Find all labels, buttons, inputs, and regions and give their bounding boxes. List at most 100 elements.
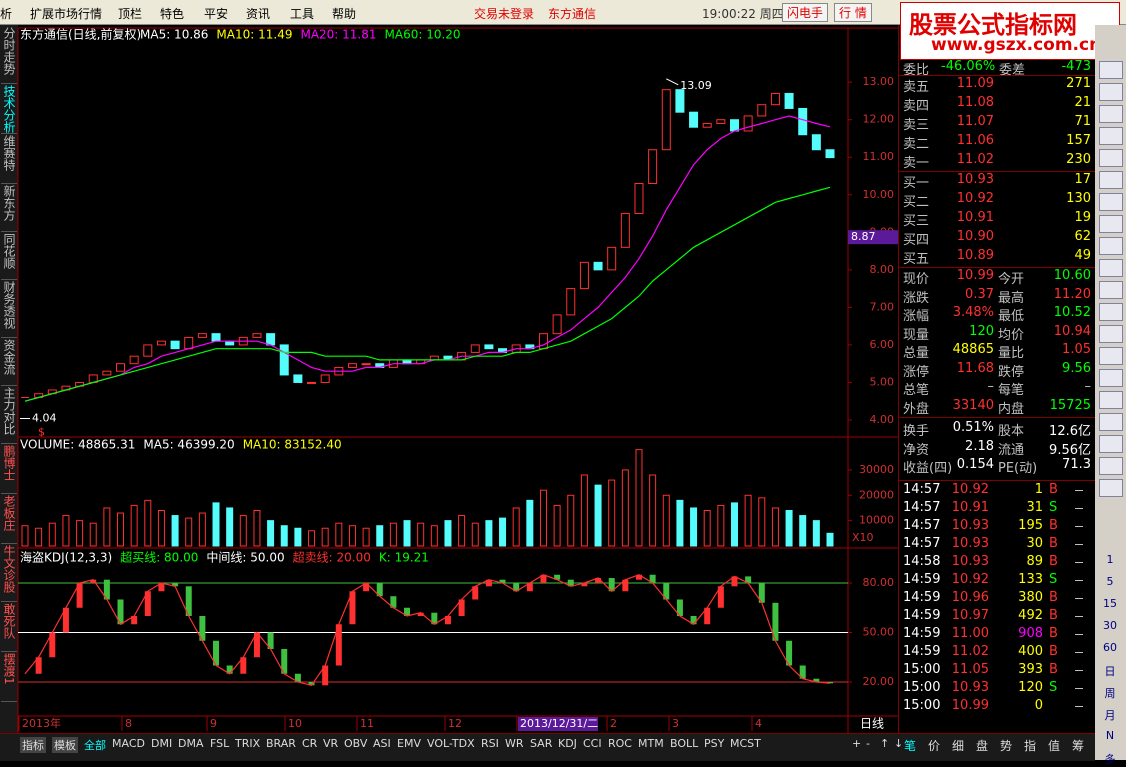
- indicator-tab[interactable]: ROC: [608, 737, 632, 750]
- panel-tab[interactable]: 势: [1000, 739, 1013, 753]
- indicator-tab[interactable]: DMI: [151, 737, 173, 750]
- side-tab[interactable]: 财务透视: [1, 281, 17, 338]
- indicator-tab[interactable]: CR: [302, 737, 318, 750]
- menu-item[interactable]: 资讯: [246, 7, 271, 21]
- menu-item[interactable]: 析: [0, 7, 13, 21]
- period-button[interactable]: 30: [1103, 619, 1117, 632]
- indicator-tab[interactable]: FSL: [210, 737, 230, 750]
- menu-item[interactable]: 顶栏: [118, 7, 143, 21]
- panel-tab[interactable]: 笔: [904, 739, 917, 753]
- menu-item[interactable]: 平安: [204, 7, 229, 21]
- stat-label: 每笔: [998, 383, 1025, 398]
- indicator-tab[interactable]: OBV: [344, 737, 368, 750]
- zoom-button[interactable]: ↓: [894, 737, 904, 750]
- side-tab[interactable]: 主力对比: [1, 387, 17, 444]
- side-tab[interactable]: 技术分析: [1, 85, 17, 134]
- panel-tab[interactable]: 筹: [1072, 739, 1085, 753]
- panel-tab[interactable]: 盘: [976, 739, 989, 753]
- indicator-tab[interactable]: RSI: [481, 737, 499, 750]
- tool-icon[interactable]: [1099, 391, 1123, 409]
- tool-icon[interactable]: [1099, 369, 1123, 387]
- period-button[interactable]: 1: [1106, 553, 1114, 566]
- tool-icon[interactable]: [1099, 259, 1123, 277]
- zoom-button[interactable]: -: [866, 737, 870, 750]
- indicator-tab[interactable]: BRAR: [266, 737, 296, 750]
- tick-side: B: [1049, 644, 1058, 659]
- status-text: 交易未登录: [474, 7, 535, 21]
- volume-bar: [785, 509, 793, 547]
- side-tab[interactable]: 分时走势: [1, 27, 17, 84]
- side-tab[interactable]: 资金流: [1, 339, 17, 386]
- indicator-tab[interactable]: EMV: [397, 737, 421, 750]
- zoom-button[interactable]: ↑: [880, 737, 890, 750]
- indicator-tab[interactable]: MCST: [730, 737, 761, 750]
- k-bar: [595, 578, 602, 583]
- period-button[interactable]: 60: [1103, 641, 1117, 654]
- tool-icon[interactable]: [1099, 127, 1123, 145]
- indicator-tab[interactable]: TRIX: [235, 737, 261, 750]
- tool-icon[interactable]: [1099, 83, 1123, 101]
- indicator-tab[interactable]: WR: [505, 737, 524, 750]
- menu-button[interactable]: 闪电手: [782, 3, 829, 22]
- period-button[interactable]: 5: [1106, 575, 1114, 588]
- period-button[interactable]: 日: [1104, 665, 1116, 678]
- y-tick-label: 10000: [859, 514, 894, 527]
- side-tab[interactable]: 牛文诊股: [1, 545, 17, 602]
- tool-icon[interactable]: [1099, 149, 1123, 167]
- tool-icon[interactable]: [1099, 303, 1123, 321]
- menu-item[interactable]: 帮助: [332, 7, 357, 21]
- period-button[interactable]: 15: [1103, 597, 1117, 610]
- tool-icon[interactable]: [1099, 457, 1123, 475]
- indicator-tab[interactable]: CCI: [583, 737, 602, 750]
- panel-tab[interactable]: 值: [1048, 739, 1061, 753]
- tool-icon[interactable]: [1099, 105, 1123, 123]
- zoom-button[interactable]: +: [852, 737, 862, 750]
- tool-icon[interactable]: [1099, 435, 1123, 453]
- indicator-tab[interactable]: PSY: [704, 737, 725, 750]
- period-button[interactable]: N: [1105, 729, 1115, 742]
- side-tab[interactable]: 老板庄: [1, 495, 17, 544]
- volume-bar: [771, 507, 779, 547]
- menu-item[interactable]: 工具: [290, 7, 315, 21]
- menu-item[interactable]: 扩展市场行情: [30, 7, 103, 21]
- period-button[interactable]: 周: [1104, 687, 1116, 700]
- side-tab[interactable]: 同花顺: [1, 233, 17, 280]
- indicator-tab[interactable]: MACD: [112, 737, 145, 750]
- tool-icon[interactable]: [1099, 171, 1123, 189]
- side-tab[interactable]: 摆渡1: [1, 653, 17, 702]
- period-button[interactable]: 月: [1104, 709, 1116, 722]
- side-tab[interactable]: 鹏博士: [1, 445, 17, 494]
- tool-icon[interactable]: [1099, 237, 1123, 255]
- tool-icon[interactable]: [1099, 479, 1123, 497]
- tool-icon[interactable]: [1099, 193, 1123, 211]
- indicator-tab[interactable]: 指标: [20, 737, 46, 753]
- panel-tab[interactable]: 价: [928, 739, 941, 753]
- panel-tab[interactable]: 细: [952, 739, 965, 753]
- tick-volume: 195: [1018, 518, 1043, 533]
- panel-tab[interactable]: 指: [1024, 739, 1037, 753]
- period-button[interactable]: 多: [1104, 753, 1116, 766]
- tool-icon[interactable]: [1099, 215, 1123, 233]
- indicator-tab[interactable]: VOL-TDX: [427, 737, 475, 750]
- menu-button[interactable]: 行 情: [834, 3, 872, 22]
- indicator-tab[interactable]: VR: [323, 737, 339, 750]
- tool-icon[interactable]: [1099, 281, 1123, 299]
- side-tab[interactable]: 新东方: [1, 185, 17, 232]
- menu-item[interactable]: 特色: [160, 7, 185, 21]
- indicator-tab[interactable]: 全部: [84, 739, 106, 752]
- indicator-tab[interactable]: MTM: [638, 737, 664, 750]
- side-tab[interactable]: 敢死队: [1, 603, 17, 652]
- tool-icon[interactable]: [1099, 347, 1123, 365]
- indicator-tab[interactable]: 模板: [52, 737, 78, 753]
- k-bar: [294, 673, 301, 682]
- indicator-tab[interactable]: SAR: [530, 737, 553, 750]
- indicator-tab[interactable]: BOLL: [670, 737, 699, 750]
- side-tab[interactable]: 维赛特: [1, 135, 17, 184]
- indicator-tab[interactable]: DMA: [178, 737, 204, 750]
- tool-icon[interactable]: [1099, 325, 1123, 343]
- tool-icon[interactable]: [1099, 61, 1123, 79]
- indicator-tab[interactable]: KDJ: [558, 737, 577, 750]
- tool-icon[interactable]: [1099, 413, 1123, 431]
- indicator-tab[interactable]: ASI: [373, 737, 391, 750]
- tick-price: 10.92: [951, 572, 989, 587]
